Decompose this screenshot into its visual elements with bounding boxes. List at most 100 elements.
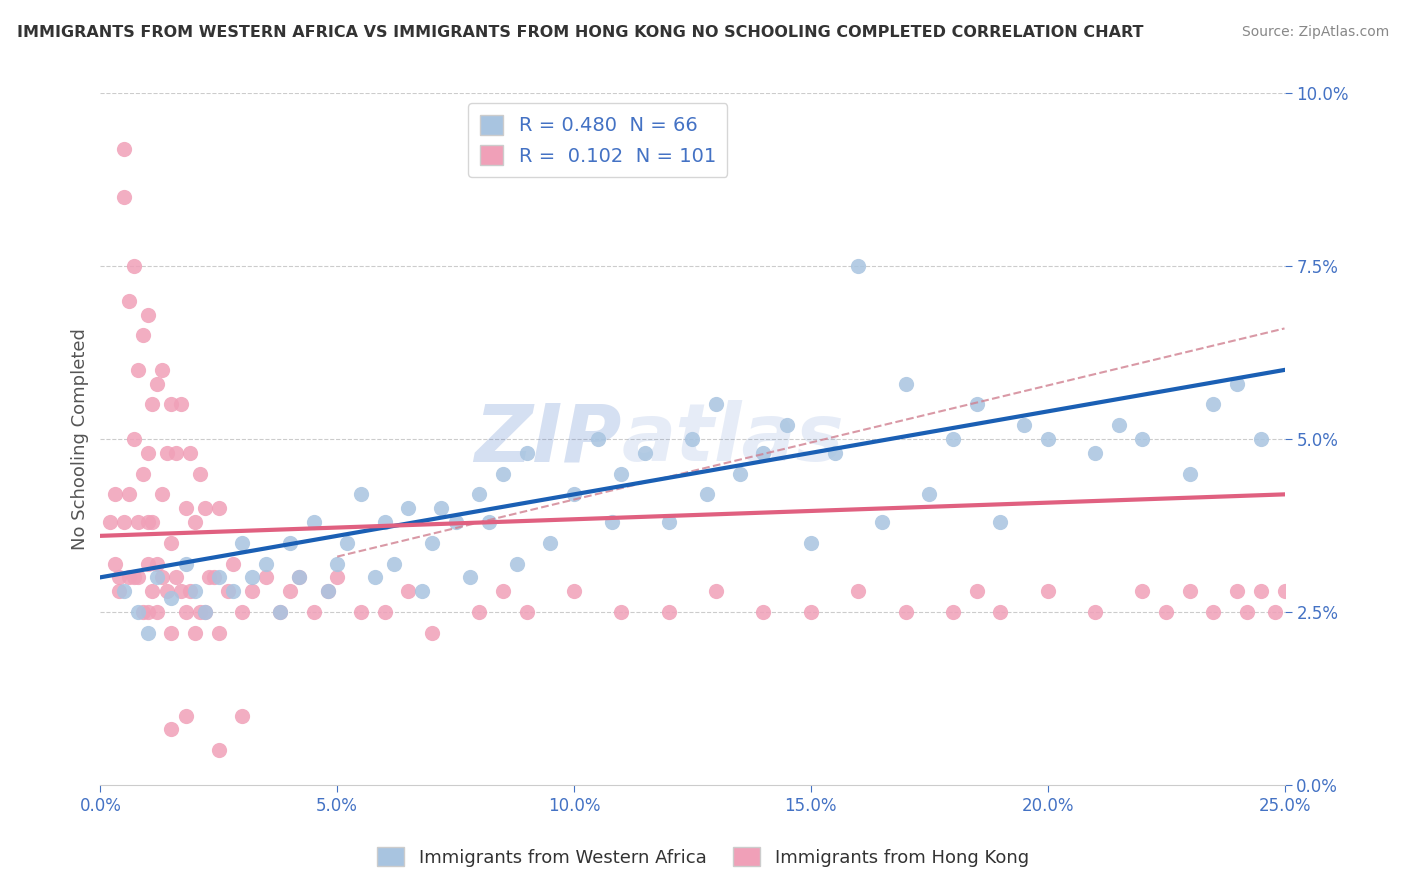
- Point: [231, 535, 253, 549]
- Point: [1226, 584, 1249, 599]
- Point: [208, 625, 231, 640]
- Point: [1178, 584, 1201, 599]
- Point: [1036, 584, 1059, 599]
- Point: [146, 605, 169, 619]
- Point: [326, 570, 349, 584]
- Point: [118, 487, 141, 501]
- Point: [188, 467, 211, 481]
- Point: [122, 570, 145, 584]
- Point: [127, 363, 149, 377]
- Point: [870, 515, 893, 529]
- Point: [492, 584, 515, 599]
- Point: [288, 570, 311, 584]
- Point: [170, 584, 193, 599]
- Point: [468, 487, 491, 501]
- Point: [198, 570, 221, 584]
- Point: [122, 432, 145, 446]
- Legend: R = 0.480  N = 66, R =  0.102  N = 101: R = 0.480 N = 66, R = 0.102 N = 101: [468, 103, 727, 178]
- Point: [174, 708, 197, 723]
- Point: [132, 605, 155, 619]
- Point: [704, 397, 727, 411]
- Point: [184, 584, 207, 599]
- Point: [231, 708, 253, 723]
- Point: [174, 501, 197, 516]
- Point: [136, 557, 159, 571]
- Point: [188, 605, 211, 619]
- Point: [254, 557, 277, 571]
- Point: [150, 363, 173, 377]
- Point: [112, 142, 135, 156]
- Point: [506, 557, 529, 571]
- Point: [108, 570, 131, 584]
- Point: [132, 328, 155, 343]
- Point: [1274, 584, 1296, 599]
- Point: [240, 584, 263, 599]
- Point: [254, 570, 277, 584]
- Point: [160, 535, 183, 549]
- Point: [396, 501, 419, 516]
- Point: [658, 605, 681, 619]
- Point: [132, 467, 155, 481]
- Point: [966, 584, 988, 599]
- Point: [208, 501, 231, 516]
- Point: [202, 570, 225, 584]
- Point: [350, 487, 373, 501]
- Point: [184, 625, 207, 640]
- Point: [382, 557, 405, 571]
- Point: [1202, 605, 1225, 619]
- Point: [165, 446, 187, 460]
- Point: [800, 605, 823, 619]
- Point: [478, 515, 501, 529]
- Point: [278, 535, 301, 549]
- Point: [146, 376, 169, 391]
- Point: [562, 487, 585, 501]
- Point: [174, 605, 197, 619]
- Point: [141, 515, 163, 529]
- Point: [122, 259, 145, 273]
- Point: [146, 557, 169, 571]
- Point: [800, 535, 823, 549]
- Point: [610, 467, 633, 481]
- Point: [1108, 418, 1130, 433]
- Point: [193, 501, 215, 516]
- Point: [184, 515, 207, 529]
- Point: [696, 487, 718, 501]
- Point: [942, 605, 965, 619]
- Point: [193, 605, 215, 619]
- Point: [658, 515, 681, 529]
- Point: [136, 605, 159, 619]
- Point: [136, 308, 159, 322]
- Point: [112, 190, 135, 204]
- Text: ZIP: ZIP: [474, 400, 621, 478]
- Point: [98, 515, 121, 529]
- Point: [374, 605, 396, 619]
- Point: [160, 625, 183, 640]
- Point: [136, 515, 159, 529]
- Point: [1264, 605, 1286, 619]
- Point: [127, 605, 149, 619]
- Point: [942, 432, 965, 446]
- Point: [516, 446, 538, 460]
- Point: [160, 723, 183, 737]
- Point: [160, 591, 183, 605]
- Point: [1084, 605, 1107, 619]
- Point: [516, 605, 538, 619]
- Point: [492, 467, 515, 481]
- Text: IMMIGRANTS FROM WESTERN AFRICA VS IMMIGRANTS FROM HONG KONG NO SCHOOLING COMPLET: IMMIGRANTS FROM WESTERN AFRICA VS IMMIGR…: [17, 25, 1143, 40]
- Point: [468, 605, 491, 619]
- Point: [894, 605, 917, 619]
- Point: [208, 570, 231, 584]
- Point: [681, 432, 703, 446]
- Point: [127, 515, 149, 529]
- Point: [752, 605, 775, 619]
- Point: [108, 584, 131, 599]
- Point: [302, 605, 325, 619]
- Point: [156, 584, 179, 599]
- Text: Source: ZipAtlas.com: Source: ZipAtlas.com: [1241, 25, 1389, 39]
- Point: [136, 625, 159, 640]
- Point: [288, 570, 311, 584]
- Point: [538, 535, 561, 549]
- Point: [222, 584, 245, 599]
- Point: [420, 535, 443, 549]
- Point: [1236, 605, 1258, 619]
